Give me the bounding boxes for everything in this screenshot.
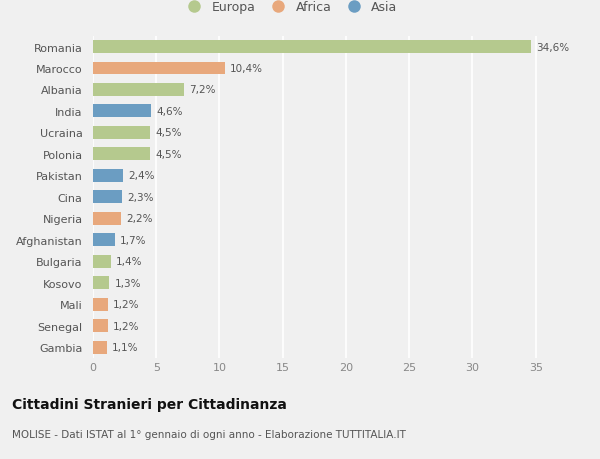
Text: 34,6%: 34,6% xyxy=(536,42,569,52)
Text: 1,4%: 1,4% xyxy=(116,257,142,267)
Text: 2,3%: 2,3% xyxy=(127,192,154,202)
Text: 7,2%: 7,2% xyxy=(189,85,215,95)
Text: 1,3%: 1,3% xyxy=(115,278,141,288)
Text: 4,5%: 4,5% xyxy=(155,128,181,138)
Legend: Europa, Africa, Asia: Europa, Africa, Asia xyxy=(182,1,398,14)
Text: 1,2%: 1,2% xyxy=(113,321,140,331)
Bar xyxy=(93,213,121,225)
Text: 1,7%: 1,7% xyxy=(119,235,146,245)
Text: 4,5%: 4,5% xyxy=(155,150,181,160)
Bar xyxy=(93,127,150,140)
Bar xyxy=(93,341,107,354)
Bar xyxy=(93,191,122,204)
Text: Cittadini Stranieri per Cittadinanza: Cittadini Stranieri per Cittadinanza xyxy=(12,397,287,411)
Bar xyxy=(93,169,124,182)
Text: 1,1%: 1,1% xyxy=(112,342,139,353)
Bar xyxy=(93,148,150,161)
Bar xyxy=(93,105,151,118)
Text: 4,6%: 4,6% xyxy=(156,106,183,117)
Text: 10,4%: 10,4% xyxy=(230,64,263,74)
Bar xyxy=(93,84,184,97)
Text: 2,2%: 2,2% xyxy=(126,214,152,224)
Bar xyxy=(93,255,111,268)
Bar xyxy=(93,319,108,332)
Text: 2,4%: 2,4% xyxy=(128,171,155,181)
Bar xyxy=(93,298,108,311)
Bar xyxy=(93,277,109,290)
Bar xyxy=(93,234,115,246)
Text: MOLISE - Dati ISTAT al 1° gennaio di ogni anno - Elaborazione TUTTITALIA.IT: MOLISE - Dati ISTAT al 1° gennaio di ogn… xyxy=(12,429,406,439)
Bar xyxy=(93,62,224,75)
Bar xyxy=(93,41,530,54)
Text: 1,2%: 1,2% xyxy=(113,299,140,309)
